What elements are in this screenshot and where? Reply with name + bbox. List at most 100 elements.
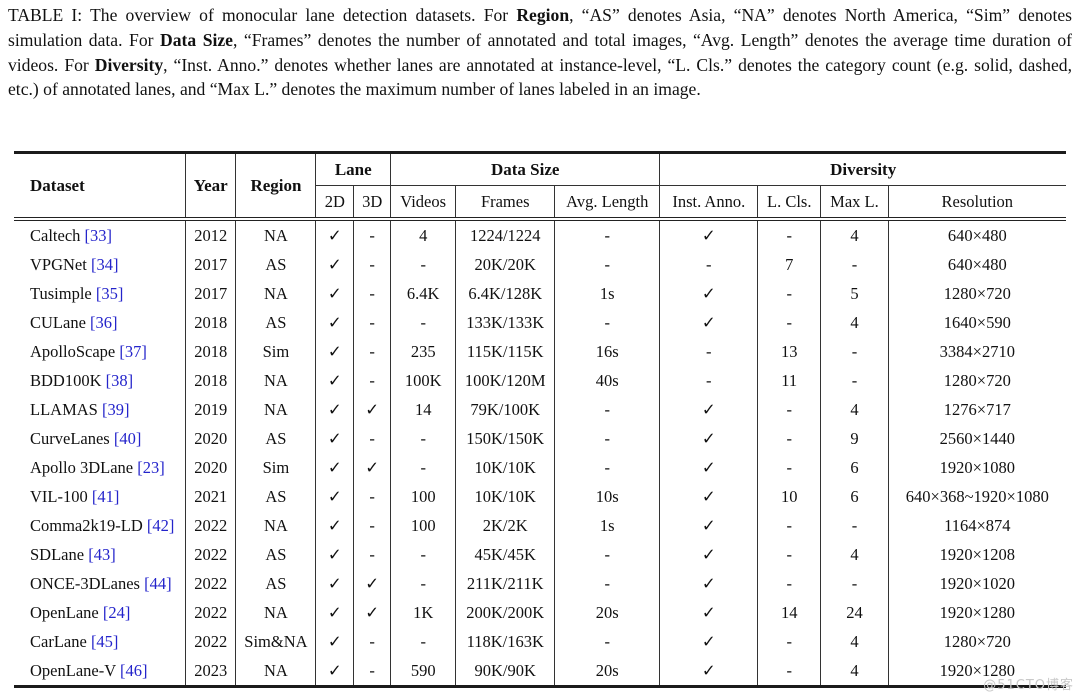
citation-link[interactable]: [46] — [119, 660, 148, 680]
lane-2d-cell: ✓ — [315, 569, 354, 598]
videos-cell: 6.4K — [390, 279, 456, 308]
resolution-cell: 2560×1440 — [887, 424, 1066, 453]
resolution-cell: 1164×874 — [887, 511, 1066, 540]
inst-anno-cell: - — [659, 366, 758, 395]
citation-link[interactable]: [38] — [105, 370, 134, 390]
frames-cell: 79K/100K — [455, 395, 555, 424]
l-cls-cell: - — [757, 656, 821, 687]
dataset-cell: SDLane [43] — [14, 540, 185, 569]
header-resolution: Resolution — [887, 185, 1066, 221]
citation-link[interactable]: [39] — [101, 399, 130, 419]
l-cls-cell: 10 — [757, 482, 821, 511]
year-cell: 2022 — [184, 569, 236, 598]
dataset-cell: CarLane [45] — [14, 627, 185, 656]
dataset-cell: CurveLanes [40] — [14, 424, 185, 453]
lane-3d-cell: - — [353, 627, 391, 656]
resolution-cell: 3384×2710 — [887, 337, 1066, 366]
videos-cell: 14 — [390, 395, 456, 424]
lane-2d-cell: ✓ — [315, 308, 354, 337]
citation-link[interactable]: [34] — [90, 254, 119, 274]
avg-length-cell: - — [554, 453, 660, 482]
table-row: VIL-100 [41] 2021 AS ✓ - 100 10K/10K 10s… — [14, 482, 1066, 511]
citation-link[interactable]: [45] — [90, 631, 119, 651]
dataset-cell: VPGNet [34] — [14, 250, 185, 279]
year-cell: 2019 — [184, 395, 236, 424]
caption-text: , “AS” denotes Asia, “NA” denotes North … — [8, 5, 1072, 50]
dataset-cell: CULane [36] — [14, 308, 185, 337]
avg-length-cell: 20s — [554, 598, 660, 627]
inst-anno-cell: ✓ — [659, 279, 758, 308]
videos-cell: - — [390, 424, 456, 453]
citation-link[interactable]: [35] — [95, 283, 124, 303]
dataset-name: OpenLane — [30, 602, 99, 622]
frames-cell: 150K/150K — [455, 424, 555, 453]
year-cell: 2023 — [184, 656, 236, 687]
header-sub-row: 2D 3D Videos Frames Avg. Length Inst. An… — [14, 185, 1066, 221]
resolution-cell: 1280×720 — [887, 366, 1066, 395]
l-cls-cell: 11 — [757, 366, 821, 395]
year-cell: 2018 — [184, 337, 236, 366]
citation-link[interactable]: [42] — [146, 515, 175, 535]
header-2d: 2D — [315, 185, 354, 221]
avg-length-cell: 10s — [554, 482, 660, 511]
citation-link[interactable]: [44] — [144, 573, 172, 593]
frames-cell: 118K/163K — [455, 627, 555, 656]
lane-3d-cell: - — [353, 279, 391, 308]
l-cls-cell: - — [757, 627, 821, 656]
l-cls-cell: - — [757, 424, 821, 453]
resolution-cell: 640×480 — [887, 250, 1066, 279]
region-cell: NA — [235, 279, 316, 308]
header-frames: Frames — [455, 185, 555, 221]
videos-cell: 4 — [390, 219, 456, 250]
lane-2d-cell: ✓ — [315, 540, 354, 569]
inst-anno-cell: ✓ — [659, 424, 758, 453]
citation-link[interactable]: [33] — [84, 225, 113, 245]
frames-cell: 2K/2K — [455, 511, 555, 540]
avg-length-cell: 20s — [554, 656, 660, 687]
citation-link[interactable]: [37] — [119, 341, 147, 361]
header-avg-length: Avg. Length — [554, 185, 660, 221]
dataset-cell: Comma2k19-LD [42] — [14, 511, 185, 540]
lane-2d-cell: ✓ — [315, 453, 354, 482]
year-cell: 2018 — [184, 308, 236, 337]
videos-cell: 100 — [390, 482, 456, 511]
citation-link[interactable]: [36] — [90, 312, 118, 332]
inst-anno-cell: ✓ — [659, 627, 758, 656]
max-l-cell: - — [820, 250, 889, 279]
citation-link[interactable]: [41] — [91, 486, 120, 506]
dataset-name: CULane — [30, 312, 86, 332]
lane-2d-cell: ✓ — [315, 337, 354, 366]
lane-3d-cell: - — [353, 219, 391, 250]
citation-link[interactable]: [23] — [137, 457, 165, 477]
dataset-cell: OpenLane [24] — [14, 598, 185, 627]
region-cell: AS — [235, 482, 316, 511]
l-cls-cell: - — [757, 308, 821, 337]
inst-anno-cell: ✓ — [659, 395, 758, 424]
lane-3d-cell: - — [353, 337, 391, 366]
region-cell: NA — [235, 366, 316, 395]
year-cell: 2012 — [184, 219, 236, 250]
frames-cell: 133K/133K — [455, 308, 555, 337]
frames-cell: 115K/115K — [455, 337, 555, 366]
citation-link[interactable]: [43] — [88, 544, 116, 564]
citation-link[interactable]: [24] — [102, 602, 131, 622]
dataset-cell: ApolloScape [37] — [14, 337, 185, 366]
frames-cell: 20K/20K — [455, 250, 555, 279]
lane-2d-cell: ✓ — [315, 656, 354, 687]
header-data-size-group: Data Size — [390, 152, 660, 186]
citation-link[interactable]: [40] — [113, 428, 142, 448]
videos-cell: - — [390, 569, 456, 598]
caption-text: TABLE I: The overview of monocular lane … — [8, 5, 517, 25]
frames-cell: 211K/211K — [455, 569, 555, 598]
max-l-cell: 9 — [820, 424, 889, 453]
table-row: Caltech [33] 2012 NA ✓ - 4 1224/1224 - ✓… — [14, 219, 1066, 250]
videos-cell: 100 — [390, 511, 456, 540]
frames-cell: 45K/45K — [455, 540, 555, 569]
inst-anno-cell: ✓ — [659, 569, 758, 598]
resolution-cell: 640×368~1920×1080 — [887, 482, 1066, 511]
lane-2d-cell: ✓ — [315, 627, 354, 656]
dataset-name: BDD100K — [30, 370, 102, 390]
dataset-name: SDLane — [30, 544, 85, 564]
dataset-name: CarLane — [30, 631, 87, 651]
caption-text: , “Frames” denotes the number of annotat… — [8, 29, 1073, 75]
